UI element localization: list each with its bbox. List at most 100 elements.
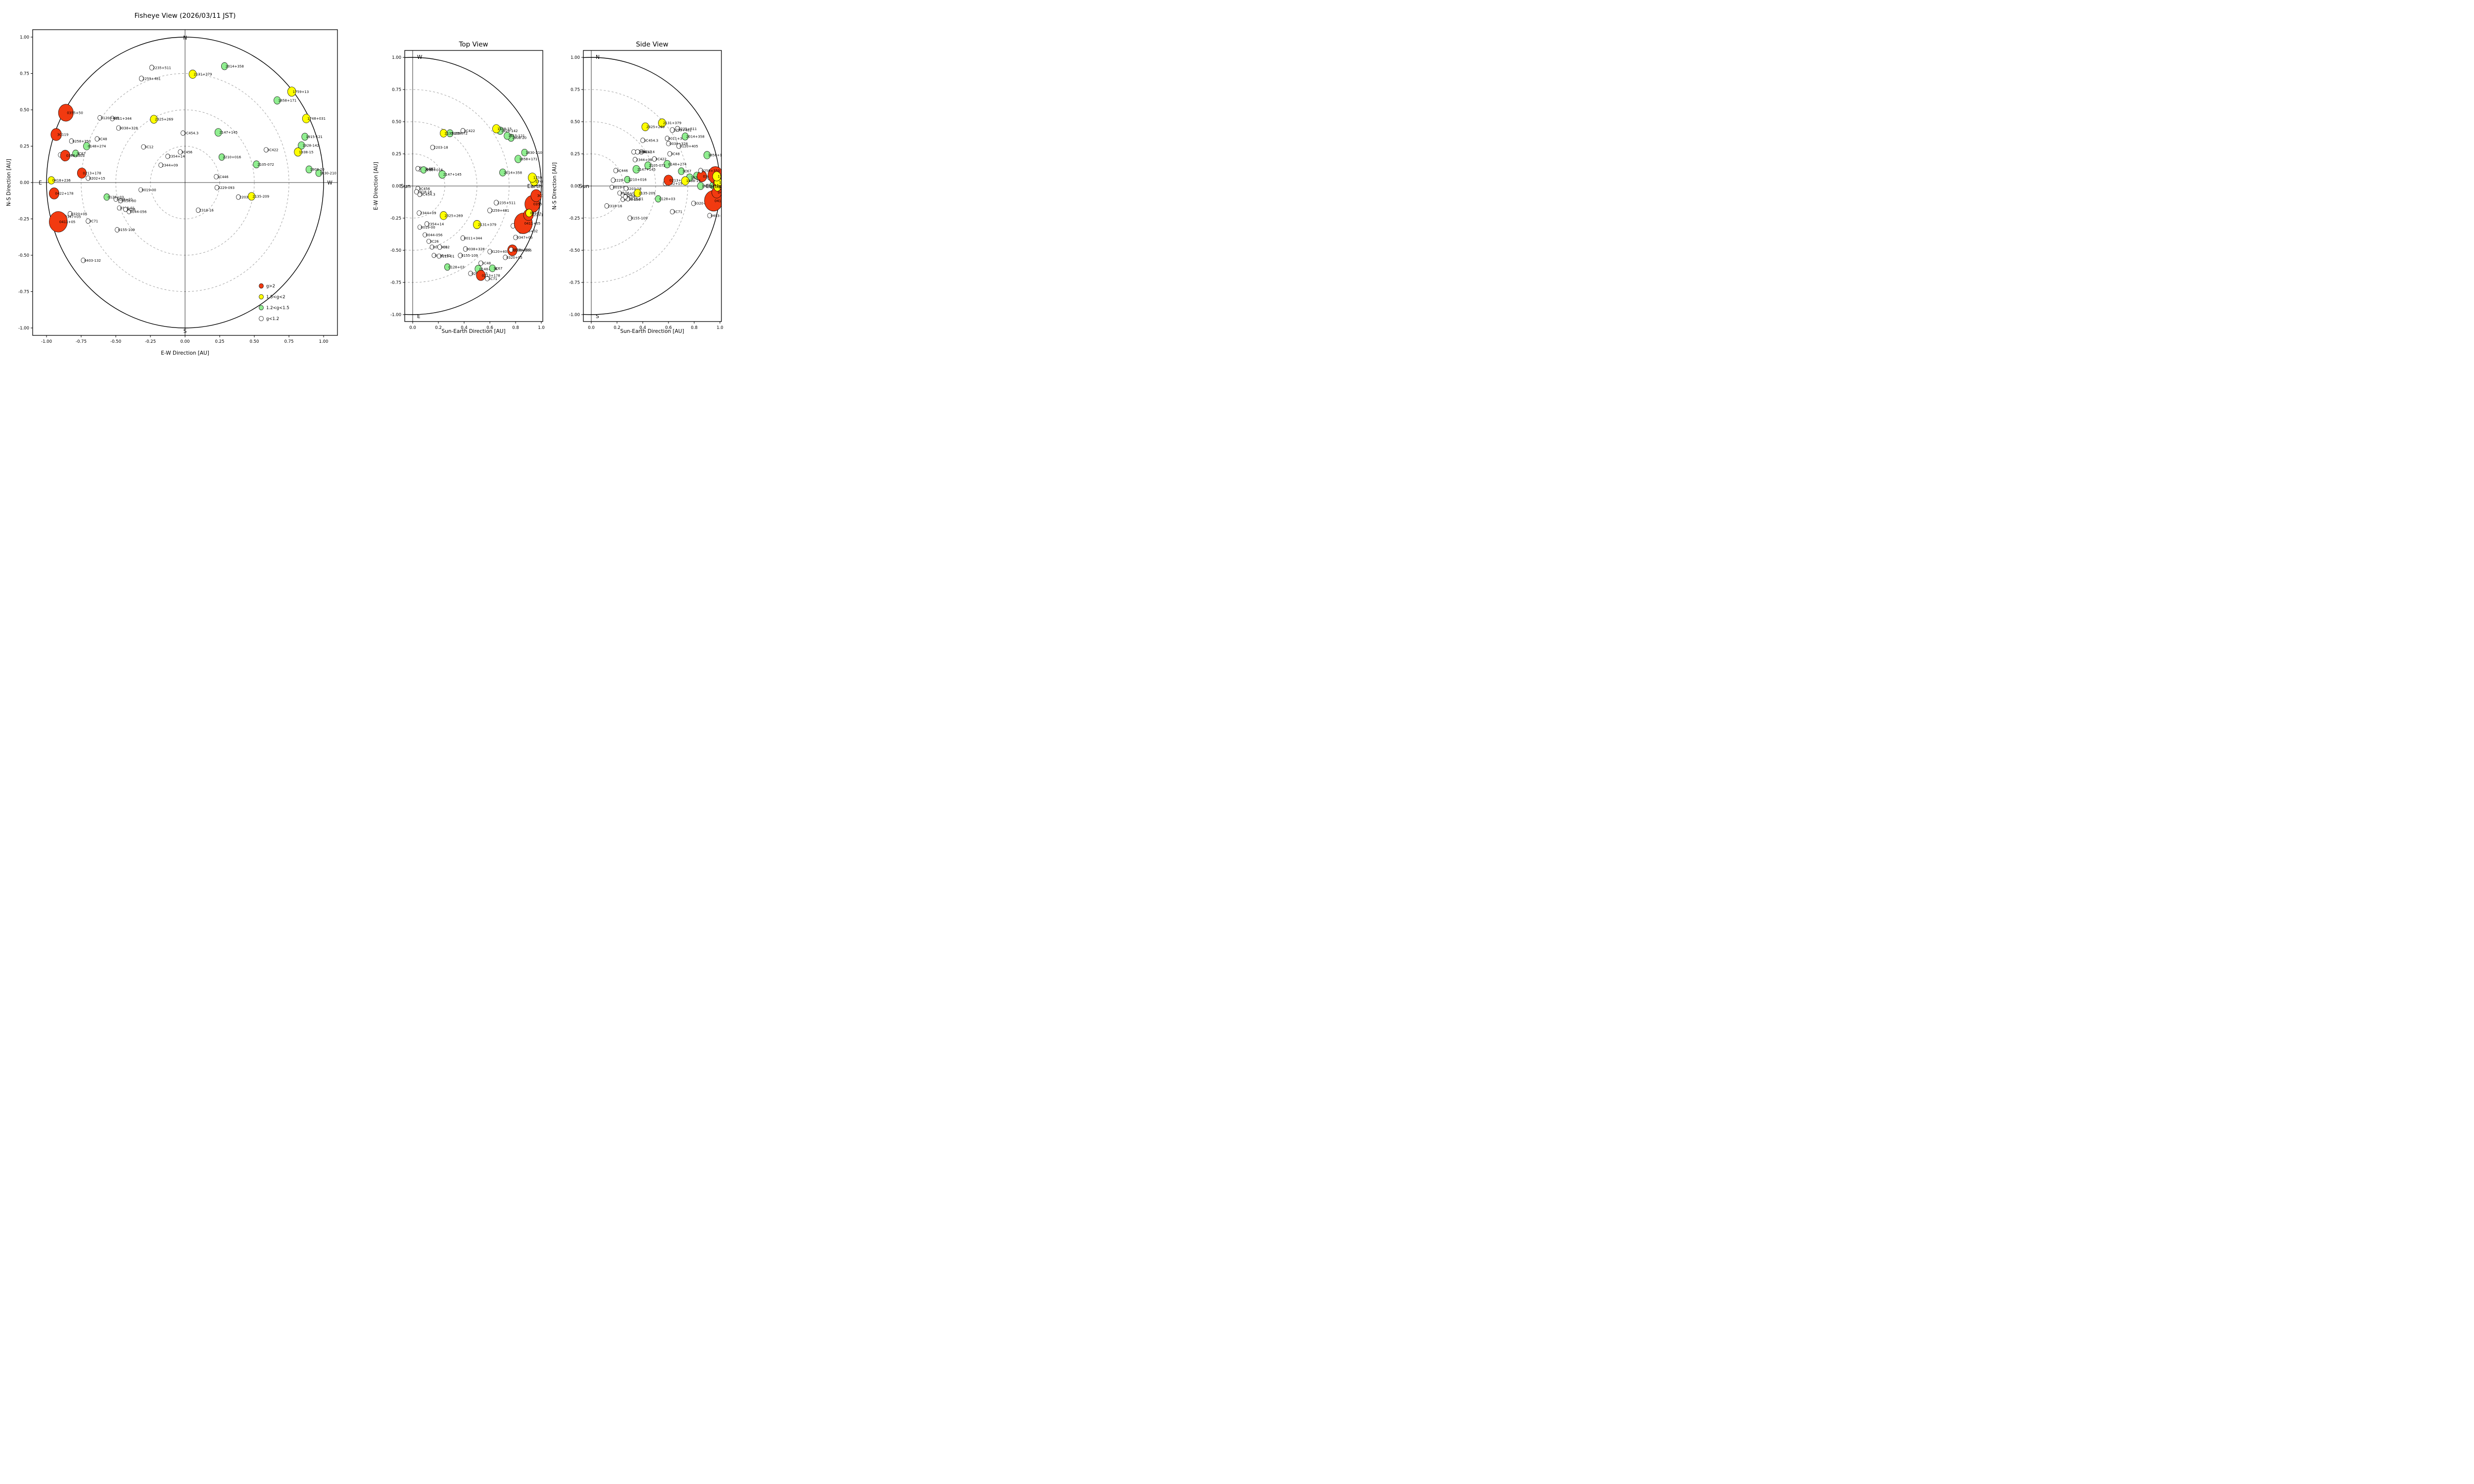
earth-label: Earth	[706, 183, 721, 189]
source-label: 1928-142	[302, 144, 319, 148]
source-label: 2259+481	[491, 209, 509, 213]
fisheye-xlabel: E-W Direction [AU]	[161, 350, 209, 356]
source-marker	[118, 198, 123, 203]
source-marker	[195, 207, 201, 213]
source-label: 2014+358	[686, 135, 705, 139]
source-label: 2235+511	[497, 201, 516, 205]
source-marker	[641, 122, 649, 132]
source-marker	[492, 124, 500, 134]
x-tick-label: 1.0	[538, 325, 545, 330]
x-tick-label: 0.0	[588, 325, 595, 330]
sun-label: Sun	[400, 183, 411, 189]
source-label: 3C12	[642, 150, 651, 154]
legend-label-yellow: 1.5<g<2	[266, 295, 285, 300]
x-tick-label: 0.2	[435, 325, 442, 330]
source-marker	[214, 128, 222, 137]
source-marker	[287, 87, 296, 97]
source-label: 0115-01	[120, 206, 135, 210]
source-label: 0038+328	[120, 126, 138, 130]
source-marker	[670, 209, 675, 215]
source-label: 0148+274	[479, 267, 498, 271]
source-marker	[635, 149, 640, 155]
source-marker	[652, 156, 657, 162]
source-marker	[420, 166, 427, 174]
source-label: 2131+379	[193, 73, 212, 77]
source-label: 0347+05	[517, 236, 533, 240]
source-marker	[478, 260, 483, 266]
source-label: 2325+269	[646, 125, 665, 129]
y-tick-label: 0.75	[20, 72, 29, 77]
source-marker	[440, 129, 447, 138]
source-label: 0019-00	[421, 226, 435, 230]
source-label: 3C454.3	[184, 132, 198, 136]
source-label: 3C48	[98, 137, 107, 141]
legend-label-green: 1.2<g<1.5	[266, 306, 289, 311]
source-label: 0106+01	[435, 254, 451, 258]
source-marker	[444, 263, 451, 271]
source-marker	[178, 149, 183, 155]
source-label: 2105-072	[649, 164, 666, 168]
side-plot: 0011+3440019-000038+3280044-0560056-0001…	[569, 50, 726, 330]
y-tick-label: 1.00	[392, 55, 401, 60]
source-marker	[95, 136, 99, 142]
source-label: 2354+14	[639, 150, 655, 154]
source-label: 0258+350	[72, 139, 91, 143]
source-label: 3C67	[493, 267, 502, 271]
source-marker	[521, 148, 528, 156]
x-tick-label: 0.00	[181, 339, 190, 344]
source-label: 3C48	[482, 262, 491, 266]
source-label: 2105-072	[257, 163, 274, 167]
x-tick-label: -0.50	[110, 339, 121, 344]
compass-west-label: W	[327, 180, 333, 186]
source-label: 0044-056	[130, 210, 147, 214]
source-label: 0128+03	[659, 197, 675, 201]
source-label: 1915-121	[306, 135, 323, 139]
y-tick-label: 0.25	[392, 152, 401, 157]
source-label: 0128+03	[448, 265, 465, 269]
source-marker	[427, 238, 431, 244]
source-label: 0418+236	[52, 179, 71, 183]
source-label: 1858+171	[278, 98, 296, 102]
y-tick-label: -0.25	[18, 217, 29, 222]
source-label: 0155-109	[461, 254, 478, 258]
source-label: 2131+379	[663, 121, 681, 125]
source-marker	[623, 194, 628, 200]
source-marker	[667, 151, 672, 157]
source-marker	[634, 188, 641, 197]
source-marker	[415, 166, 421, 172]
sun-label: Sun	[579, 183, 589, 189]
source-label: 1759+13	[293, 90, 309, 94]
source-label: 0320+05	[71, 212, 88, 216]
source-label: 0355+50	[533, 202, 550, 206]
source-label: 3C67	[77, 152, 86, 156]
source-marker	[49, 187, 59, 199]
source-marker	[429, 244, 434, 250]
source-marker	[513, 234, 518, 240]
source-label: 2135-209	[639, 191, 656, 195]
y-tick-label: 0.75	[571, 88, 580, 93]
compass-bottom-label: E	[417, 314, 421, 320]
source-marker	[525, 209, 533, 217]
x-tick-label: 1.00	[319, 339, 329, 344]
source-marker	[305, 165, 313, 174]
source-label: 2229-093	[218, 186, 235, 190]
source-marker	[487, 207, 492, 213]
source-marker	[460, 235, 466, 241]
x-tick-label: 0.50	[250, 339, 259, 344]
source-marker	[632, 165, 640, 174]
source-label: 0056-00	[624, 193, 638, 197]
source-marker	[666, 140, 671, 146]
source-label: 3C456	[635, 150, 646, 154]
source-label: 1858+171	[708, 153, 726, 157]
fisheye-plot-area: 0011+3440019-000038+3280044-0560056-0001…	[33, 30, 337, 335]
source-label: 1748+031	[535, 180, 554, 184]
side-view-title: Side View	[636, 41, 668, 48]
source-label: 1908-20	[310, 168, 325, 172]
source-label: 2131+379	[478, 223, 496, 227]
source-label: 0258+350	[512, 248, 530, 252]
source-marker	[103, 193, 110, 201]
source-marker	[436, 253, 441, 259]
y-tick-label: -0.50	[569, 248, 580, 253]
source-marker	[69, 138, 74, 144]
source-label: 0011+344	[464, 236, 482, 240]
